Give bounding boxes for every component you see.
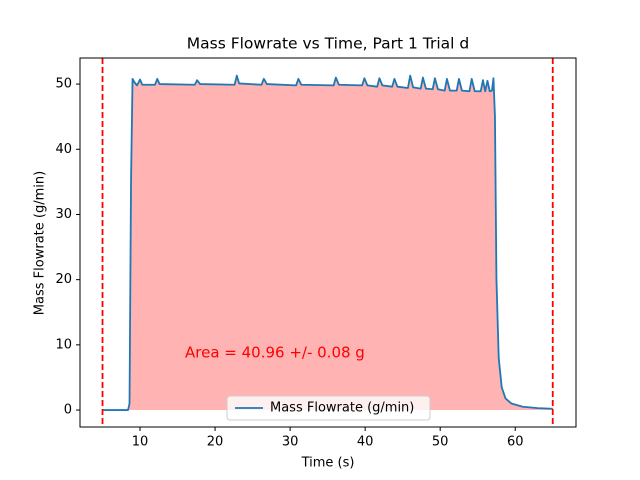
x-tick-label: 20 [207, 435, 224, 450]
y-tick-label: 20 [55, 272, 72, 287]
x-tick-label: 30 [282, 435, 299, 450]
data-line [102, 74, 553, 411]
y-tick-label: 50 [55, 77, 72, 92]
chart-title: Mass Flowrate vs Time, Part 1 Trial d [187, 35, 469, 53]
x-tick-label: 10 [132, 435, 149, 450]
x-tick-label: 40 [357, 435, 374, 450]
area-fill [102, 75, 553, 411]
y-tick-label: 10 [55, 337, 72, 352]
x-tick-label: 60 [507, 435, 524, 450]
y-tick-label: 0 [64, 403, 72, 418]
y-axis-label: Mass Flowrate (g/min) [33, 171, 48, 315]
x-tick-label: 50 [432, 435, 449, 450]
y-tick-label: 30 [55, 207, 72, 222]
x-axis-label: Time (s) [301, 456, 355, 471]
plot-frame [79, 57, 577, 428]
legend-label: Mass Flowrate (g/min) [270, 401, 414, 416]
y-tick-label: 40 [55, 142, 72, 157]
annotation: Area = 40.96 +/- 0.08 g [185, 344, 365, 362]
legend-box [226, 395, 431, 421]
